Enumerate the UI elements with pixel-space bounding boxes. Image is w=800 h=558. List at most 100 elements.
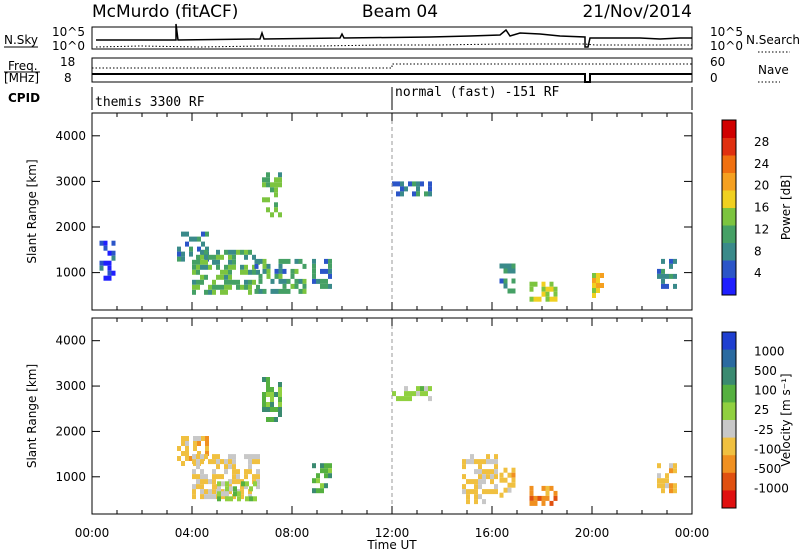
echo-cell: [466, 499, 470, 505]
echo-cell: [248, 489, 252, 495]
echo-cell: [302, 278, 307, 284]
echo-cell: [494, 469, 498, 475]
echo-cell: [320, 488, 324, 494]
echo-cell: [499, 278, 504, 284]
echo-cell: [254, 258, 259, 264]
echo-cell: [503, 477, 508, 483]
echo-cell: [208, 284, 212, 290]
echo-region: [392, 386, 432, 402]
echo-cell: [592, 293, 596, 298]
cpid-mode-themis: themis 3300 RF: [95, 95, 205, 110]
echo-cell: [266, 207, 270, 213]
echo-cell: [592, 288, 596, 293]
echo-cell: [220, 289, 224, 295]
echo-cell: [600, 273, 604, 278]
echo-cell: [256, 484, 260, 490]
echo-cell: [490, 459, 494, 465]
echo-cell: [266, 268, 271, 274]
echo-cell: [320, 468, 324, 474]
echo-cell: [661, 258, 665, 264]
echo-cell: [181, 251, 185, 257]
echo-cell: [545, 291, 550, 297]
echo-cell: [278, 263, 283, 269]
echo-cell: [221, 491, 225, 497]
echo-cell: [428, 181, 432, 187]
echo-cell: [236, 284, 240, 290]
echo-cell: [529, 495, 534, 501]
echo-cell: [541, 286, 546, 292]
echo-cell: [204, 479, 208, 485]
echo-cell: [181, 461, 185, 466]
echo-cell: [216, 459, 220, 465]
echo-cell: [278, 397, 282, 402]
cpid-mode-normal: normal (fast) -151 RF: [395, 85, 560, 100]
echo-cell: [196, 484, 200, 490]
echo-cell: [665, 273, 669, 279]
echo-cell: [256, 469, 260, 475]
echo-cell: [278, 273, 283, 279]
echo-cell: [177, 246, 181, 252]
echo-cell: [408, 391, 412, 397]
colorbar-swatch: [722, 120, 736, 138]
echo-cell: [224, 289, 228, 295]
x-tick-label: 04:00: [175, 526, 210, 540]
echo-cell: [278, 258, 283, 264]
echo-cell: [270, 288, 275, 294]
colorbar-tick-label: 16: [754, 201, 769, 215]
echo-cell: [197, 451, 201, 456]
echo-cell: [228, 454, 232, 460]
echo-cell: [511, 482, 516, 488]
echo-cell: [278, 212, 282, 218]
echo-region: [462, 454, 498, 505]
echo-cell: [657, 483, 661, 489]
echo-cell: [270, 187, 274, 193]
echo-cell: [507, 487, 512, 493]
echo-cell: [592, 273, 596, 278]
echo-cell: [262, 177, 266, 183]
nave-tick-top: 60: [710, 55, 725, 69]
echo-cell: [236, 249, 240, 255]
echo-cell: [503, 467, 508, 473]
echo-cell: [466, 459, 470, 465]
echo-cell: [408, 396, 412, 402]
echo-cell: [204, 249, 208, 255]
echo-cell: [228, 459, 232, 465]
nsearch-label: N.Search: [746, 33, 800, 47]
echo-cell: [228, 479, 232, 485]
colorbar-swatch: [722, 137, 736, 156]
echo-cell: [181, 441, 185, 446]
echo-region: [262, 377, 282, 422]
echo-cell: [225, 491, 229, 497]
echo-cell: [274, 182, 278, 188]
echo-cell: [192, 259, 196, 265]
echo-cell: [529, 490, 534, 496]
echo-cell: [462, 484, 466, 490]
echo-cell: [224, 464, 228, 470]
echo-cell: [274, 407, 278, 412]
echo-cell: [201, 231, 205, 237]
echo-cell: [262, 407, 266, 412]
echo-cell: [404, 386, 408, 392]
echo-cell: [185, 446, 189, 451]
echo-cell: [499, 472, 504, 478]
echo-cell: [228, 284, 232, 290]
echo-cell: [507, 482, 512, 488]
echo-cell: [228, 259, 232, 265]
echo-cell: [189, 251, 193, 257]
echo-cell: [328, 258, 332, 264]
echo-cell: [262, 288, 267, 294]
echo-cell: [212, 454, 216, 460]
echo-cell: [290, 268, 295, 274]
echo-cell: [324, 483, 328, 489]
echo-cell: [177, 446, 181, 451]
echo-cell: [541, 281, 546, 287]
echo-cell: [312, 463, 316, 469]
echo-cell: [549, 500, 554, 506]
colorbar-power: 4 8 12 16 20 24 28 Power [dB]: [721, 119, 793, 296]
echo-cell: [324, 278, 328, 284]
echo-cell: [224, 459, 228, 465]
colorbar-tick-label: 20: [754, 179, 769, 193]
echo-cell: [503, 487, 508, 493]
echo-cell: [212, 494, 216, 500]
echo-cell: [316, 488, 320, 494]
